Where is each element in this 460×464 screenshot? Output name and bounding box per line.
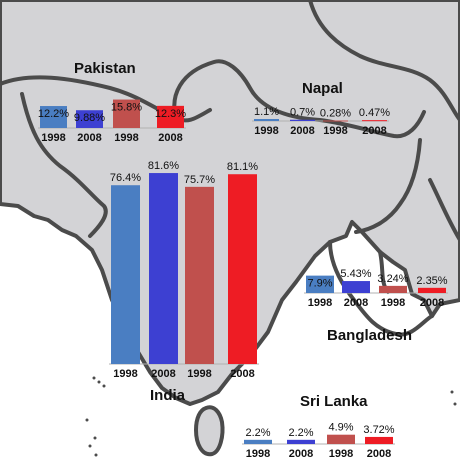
- value-label-india-3: 75.7%: [184, 174, 215, 186]
- value-label-sri-lanka-2: 2.2%: [288, 427, 313, 439]
- bar-napal-4: [362, 120, 387, 122]
- year-label-napal-4: 2008: [362, 125, 386, 137]
- bar-bangladesh-4: [418, 287, 446, 293]
- bar-bangladesh-3: [379, 285, 407, 293]
- value-label-india-2: 81.6%: [148, 160, 179, 172]
- year-label-napal-2: 2008: [290, 125, 314, 137]
- year-label-bangladesh-3: 1998: [381, 297, 405, 309]
- year-label-sri-lanka-3: 1998: [329, 448, 353, 460]
- chart-sri-lanka: 2.2% 1998 2.2% 2008 4.9% 1998 3.72% 2008: [242, 422, 395, 460]
- year-label-sri-lanka-4: 2008: [367, 448, 391, 460]
- year-label-bangladesh-2: 2008: [344, 297, 368, 309]
- chart-india: 76.4% 1998 81.6% 2008 75.7% 1998 81.1% 2008: [109, 160, 259, 380]
- year-label-sri-lanka-1: 1998: [246, 448, 270, 460]
- value-label-bangladesh-4: 2.35%: [416, 275, 447, 287]
- chart-bangladesh: 7.9% 1998 5.43% 2008 3.24% 1998 2.35% 2008: [304, 268, 448, 309]
- bar-india-3: [185, 186, 214, 364]
- bar-sri-lanka-4: [365, 436, 393, 444]
- value-label-sri-lanka-4: 3.72%: [363, 424, 394, 436]
- value-label-pakistan-4: 12.3%: [155, 108, 186, 120]
- year-label-pakistan-1: 1998: [41, 132, 65, 144]
- bar-sri-lanka-2: [287, 439, 315, 444]
- year-label-pakistan-2: 2008: [77, 132, 101, 144]
- year-label-bangladesh-1: 1998: [308, 297, 332, 309]
- label-india: India: [150, 387, 186, 404]
- year-label-india-3: 1998: [187, 368, 211, 380]
- bar-pakistan-2: [76, 110, 103, 128]
- bar-india-2: [149, 173, 178, 364]
- year-label-napal-3: 1998: [323, 125, 347, 137]
- value-label-bangladesh-3: 3.24%: [377, 273, 408, 285]
- year-label-india-4: 2008: [230, 368, 254, 380]
- label-napal: Napal: [302, 80, 343, 97]
- year-label-pakistan-4: 2008: [158, 132, 182, 144]
- value-label-pakistan-1: 12.2%: [38, 108, 69, 120]
- bar-napal-3: [323, 120, 348, 122]
- year-label-india-1: 1998: [113, 368, 137, 380]
- value-label-napal-3: 0.28%: [320, 107, 351, 119]
- year-label-sri-lanka-2: 2008: [289, 448, 313, 460]
- bar-pakistan-3: [113, 99, 140, 128]
- value-label-napal-1: 1.1%: [254, 106, 279, 118]
- bar-pakistan-1: [40, 106, 67, 128]
- value-label-pakistan-2: 9.88%: [74, 112, 105, 124]
- bar-india-1: [111, 185, 140, 364]
- year-label-napal-1: 1998: [254, 125, 278, 137]
- year-label-pakistan-3: 1998: [114, 132, 138, 144]
- label-sri-lanka: Sri Lanka: [300, 393, 368, 410]
- bar-napal-2: [290, 119, 315, 121]
- value-label-bangladesh-2: 5.43%: [340, 268, 371, 280]
- bar-bangladesh-1: [306, 275, 334, 293]
- island-dots: [85, 376, 457, 457]
- bar-sri-lanka-3: [327, 434, 355, 444]
- value-label-bangladesh-1: 7.9%: [307, 278, 332, 290]
- value-label-india-4: 81.1%: [227, 161, 258, 173]
- value-label-india-1: 76.4%: [110, 172, 141, 184]
- sri-lanka-island: [193, 405, 225, 457]
- bar-india-4: [228, 174, 257, 364]
- bar-napal-1: [254, 119, 279, 121]
- value-label-napal-4: 0.47%: [359, 107, 390, 119]
- label-bangladesh: Bangladesh: [327, 327, 413, 344]
- country-borders: [0, 0, 460, 337]
- chart-pakistan: 12.2% 1998 9.88% 2008 15.8% 1998 12.3% 2008: [38, 99, 186, 144]
- value-label-napal-2: 0.7%: [290, 107, 315, 119]
- year-label-bangladesh-4: 2008: [420, 297, 444, 309]
- bar-pakistan-4: [157, 105, 184, 128]
- bar-sri-lanka-1: [244, 439, 272, 444]
- chart-napal: 1.1% 1998 0.7% 2008 0.28% 1998 0.47% 2008: [252, 106, 390, 137]
- value-label-sri-lanka-3: 4.9%: [328, 422, 353, 434]
- year-label-india-2: 2008: [151, 368, 175, 380]
- label-pakistan: Pakistan: [74, 60, 136, 77]
- bar-bangladesh-2: [342, 281, 370, 293]
- value-label-sri-lanka-1: 2.2%: [245, 427, 270, 439]
- value-label-pakistan-3: 15.8%: [111, 102, 142, 114]
